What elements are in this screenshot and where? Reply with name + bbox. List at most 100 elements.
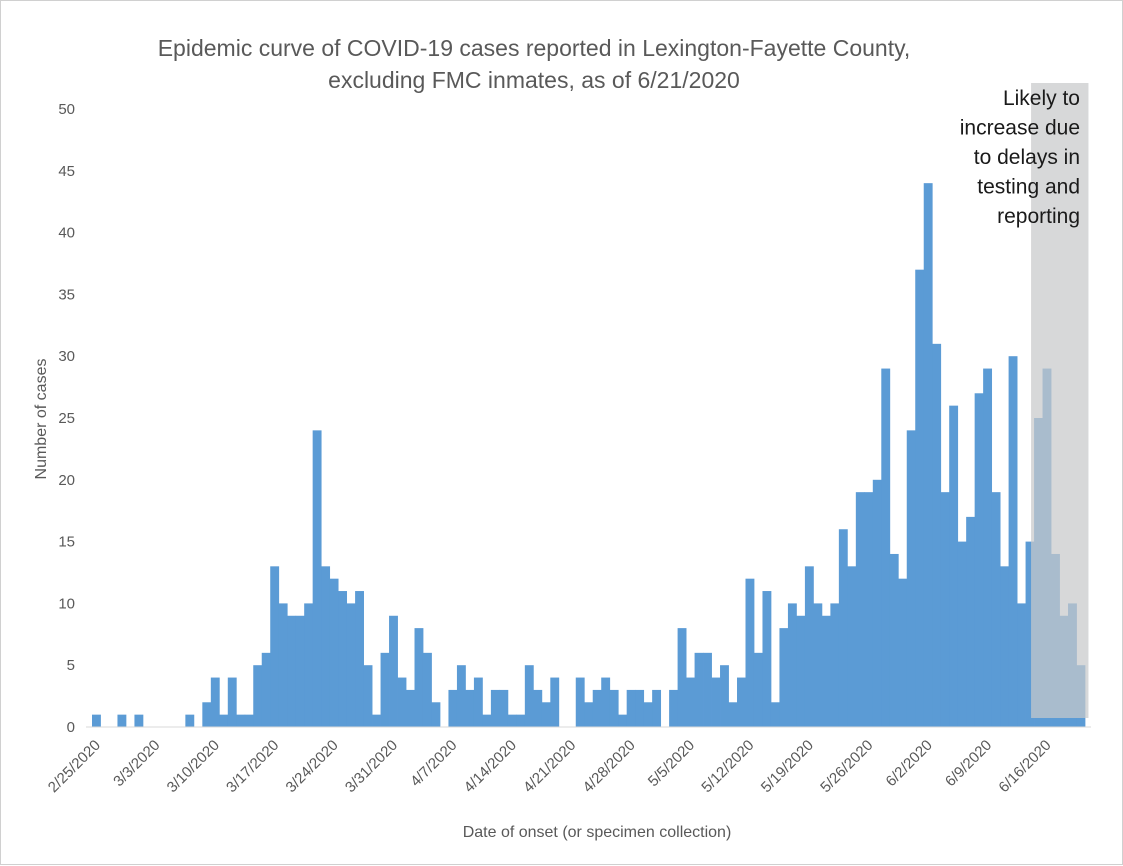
bar — [507, 714, 517, 727]
y-tick-label: 50 — [58, 101, 75, 118]
bar — [227, 677, 237, 727]
bar — [889, 553, 899, 727]
x-tick-label: 5/19/2020 — [758, 737, 817, 796]
bar — [448, 689, 458, 727]
bar — [881, 368, 891, 727]
bar — [626, 689, 636, 727]
y-tick-label: 35 — [58, 286, 75, 303]
bar — [1017, 603, 1026, 727]
bar — [575, 677, 585, 727]
annotation-line: to delays in — [974, 146, 1080, 169]
bar — [635, 689, 645, 727]
y-tick-label: 20 — [58, 472, 75, 489]
bar — [244, 714, 254, 727]
bar — [796, 615, 806, 727]
bar — [770, 702, 780, 727]
bar — [991, 492, 1001, 727]
bar — [363, 665, 373, 727]
bar — [1025, 541, 1035, 727]
bar — [270, 566, 280, 727]
bar — [524, 665, 534, 727]
bar — [609, 689, 619, 727]
bar — [915, 269, 925, 727]
x-tick-label: 3/17/2020 — [223, 737, 282, 796]
y-tick-label: 15 — [58, 534, 75, 551]
bar — [321, 566, 331, 727]
bar — [550, 677, 560, 727]
bar — [686, 677, 695, 727]
bar — [210, 677, 220, 727]
y-tick-label: 45 — [58, 163, 75, 180]
x-tick-label: 3/31/2020 — [342, 737, 401, 796]
bar — [355, 591, 364, 727]
bar — [940, 492, 950, 727]
x-tick-label: 3/10/2020 — [164, 737, 223, 796]
x-tick-label: 5/12/2020 — [698, 737, 757, 796]
bar — [312, 430, 322, 727]
bar — [456, 665, 466, 727]
shaded-region-rect — [1031, 83, 1089, 718]
bar — [830, 603, 840, 727]
x-tick-label: 2/25/2020 — [45, 737, 104, 796]
x-tick-label: 4/28/2020 — [580, 737, 639, 796]
bar — [1000, 566, 1009, 727]
bar — [278, 603, 288, 727]
bar — [813, 603, 823, 727]
bar — [592, 689, 602, 727]
bar — [202, 702, 212, 727]
bar — [253, 665, 263, 727]
x-tick-label: 4/21/2020 — [520, 737, 579, 796]
bar — [465, 689, 475, 727]
bar — [983, 368, 993, 727]
x-tick-label: 4/14/2020 — [461, 737, 520, 796]
bar — [304, 603, 314, 727]
bar — [431, 702, 441, 727]
bar — [1008, 356, 1018, 727]
bar — [804, 566, 814, 727]
y-tick-label: 10 — [58, 595, 75, 612]
bar — [338, 591, 348, 727]
bar — [287, 615, 297, 727]
bar — [414, 628, 424, 727]
chart-title: Epidemic curve of COVID-19 cases reporte… — [158, 35, 911, 93]
bar — [329, 578, 339, 727]
delay-shaded-region — [1031, 83, 1089, 718]
y-axis-ticks: 0 5 10 15 20 25 30 35 40 45 50 — [58, 101, 75, 736]
bar — [974, 393, 984, 727]
bar — [482, 714, 492, 727]
bar — [499, 689, 509, 727]
bar — [821, 615, 831, 727]
bar — [932, 343, 942, 727]
y-tick-label: 25 — [58, 410, 75, 427]
x-tick-label: 6/9/2020 — [942, 737, 995, 790]
bar — [720, 665, 729, 727]
bar — [261, 652, 271, 727]
x-tick-label: 5/5/2020 — [645, 737, 698, 790]
bar — [92, 714, 101, 727]
bar — [397, 677, 407, 727]
bar — [762, 591, 772, 727]
bar — [389, 615, 398, 727]
y-axis-title: Number of cases — [33, 359, 50, 480]
bar — [185, 714, 195, 727]
annotation-line: increase due — [960, 117, 1080, 140]
bar — [728, 702, 738, 727]
bar — [855, 492, 865, 727]
bar-series — [92, 183, 1086, 727]
y-tick-label: 0 — [67, 719, 75, 736]
bar — [711, 677, 721, 727]
bar — [422, 652, 432, 727]
bar — [923, 183, 933, 727]
bar — [380, 652, 390, 727]
bar — [643, 702, 653, 727]
bar — [601, 677, 611, 727]
bar — [219, 714, 229, 727]
bar — [618, 714, 628, 727]
bar — [490, 689, 500, 727]
bar — [745, 578, 755, 727]
bar — [584, 702, 594, 727]
y-tick-label: 40 — [58, 225, 75, 242]
bar — [473, 677, 483, 727]
